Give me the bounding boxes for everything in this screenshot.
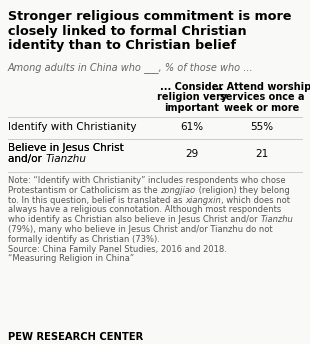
Text: zongjiao: zongjiao	[160, 186, 196, 195]
Text: Tianzhu: Tianzhu	[260, 215, 293, 224]
Text: 55%: 55%	[250, 122, 273, 132]
Text: religion very: religion very	[157, 93, 227, 103]
Text: “Measuring Religion in China”: “Measuring Religion in China”	[8, 255, 134, 264]
Text: Protestantism or Catholicism as the: Protestantism or Catholicism as the	[8, 186, 160, 195]
Text: Tianzhu: Tianzhu	[45, 154, 86, 164]
Text: always have a religious connotation. Although most respondents: always have a religious connotation. Alt…	[8, 205, 281, 214]
Text: identity than to Christian belief: identity than to Christian belief	[8, 39, 236, 52]
Text: ... Attend worship: ... Attend worship	[212, 82, 310, 92]
Text: (religion) they belong: (religion) they belong	[196, 186, 289, 195]
Text: Stronger religious commitment is more: Stronger religious commitment is more	[8, 10, 291, 23]
Text: formally identify as Christian (73%).: formally identify as Christian (73%).	[8, 235, 160, 244]
Text: , which does not: , which does not	[221, 196, 290, 205]
Text: who identify as Christian also believe in Jesus Christ and/or: who identify as Christian also believe i…	[8, 215, 260, 224]
Text: closely linked to formal Christian: closely linked to formal Christian	[8, 24, 247, 37]
Text: xiangxin: xiangxin	[185, 196, 221, 205]
Text: and/or: and/or	[8, 154, 45, 164]
Text: PEW RESEARCH CENTER: PEW RESEARCH CENTER	[8, 332, 143, 342]
Text: ... Consider: ... Consider	[160, 82, 224, 92]
Text: 21: 21	[255, 149, 269, 159]
Text: and/or: and/or	[8, 154, 45, 164]
Text: week or more: week or more	[224, 103, 300, 113]
Text: Source: China Family Panel Studies, 2016 and 2018.: Source: China Family Panel Studies, 2016…	[8, 245, 227, 254]
Text: important: important	[165, 103, 219, 113]
Text: to. In this question, belief is translated as: to. In this question, belief is translat…	[8, 196, 185, 205]
Text: Believe in Jesus Christ: Believe in Jesus Christ	[8, 143, 124, 153]
Text: Note: “Identify with Christianity” includes respondents who chose: Note: “Identify with Christianity” inclu…	[8, 176, 286, 185]
Text: Believe in Jesus Christ: Believe in Jesus Christ	[8, 143, 124, 153]
Text: 29: 29	[185, 149, 199, 159]
Text: (79%), many who believe in Jesus Christ and/or Tianzhu do not: (79%), many who believe in Jesus Christ …	[8, 225, 272, 234]
Text: services once a: services once a	[220, 93, 304, 103]
Text: Identify with Christianity: Identify with Christianity	[8, 122, 136, 132]
Text: 61%: 61%	[180, 122, 204, 132]
Text: Among adults in China who ___, % of those who ...: Among adults in China who ___, % of thos…	[8, 62, 254, 73]
